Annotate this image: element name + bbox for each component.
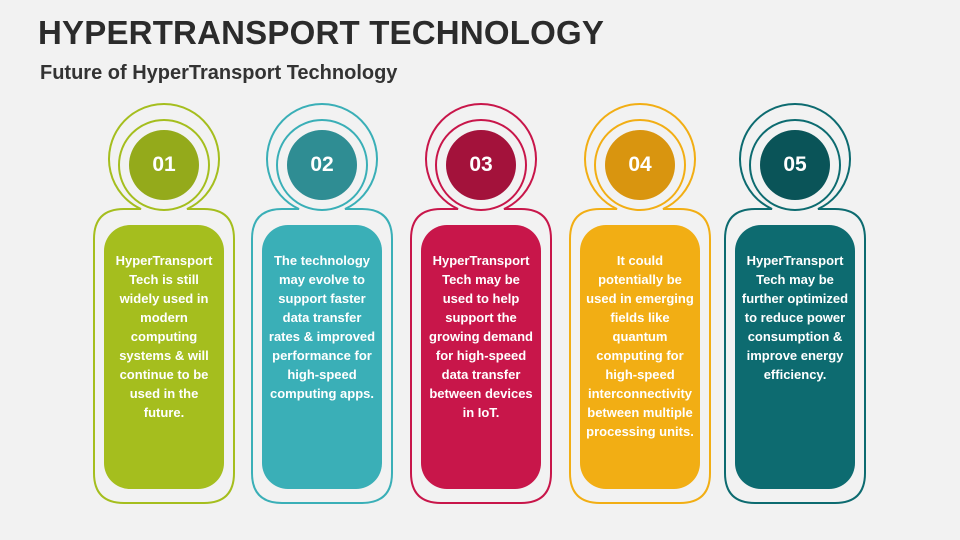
step-number-02: 02 [287, 130, 357, 200]
step-card-03: 03 HyperTransport Tech may be used to he… [410, 103, 552, 505]
card-outline-03 [410, 103, 552, 504]
card-outline-01 [93, 103, 235, 504]
step-number-01: 01 [129, 130, 199, 200]
step-card-02: 02 The technology may evolve to support … [251, 103, 393, 505]
step-text-03: HyperTransport Tech may be used to help … [421, 225, 541, 489]
step-text-05: HyperTransport Tech may be further optim… [735, 225, 855, 489]
step-number-03: 03 [446, 130, 516, 200]
step-text-04: It could potentially be used in emerging… [580, 225, 700, 489]
slide-subtitle: Future of HyperTransport Technology [40, 62, 398, 84]
step-card-01: 01 HyperTransport Tech is still widely u… [93, 103, 235, 505]
step-card-05: 05 HyperTransport Tech may be further op… [724, 103, 866, 505]
step-text-02: The technology may evolve to support fas… [262, 225, 382, 489]
card-outline-04 [569, 103, 711, 504]
card-outline-02 [251, 103, 393, 504]
step-number-05: 05 [760, 130, 830, 200]
step-card-04: 04 It could potentially be used in emerg… [569, 103, 711, 505]
slide-title: HYPERTRANSPORT TECHNOLOGY [38, 14, 605, 51]
step-number-04: 04 [605, 130, 675, 200]
card-outline-05 [724, 103, 866, 504]
step-text-01: HyperTransport Tech is still widely used… [104, 225, 224, 489]
